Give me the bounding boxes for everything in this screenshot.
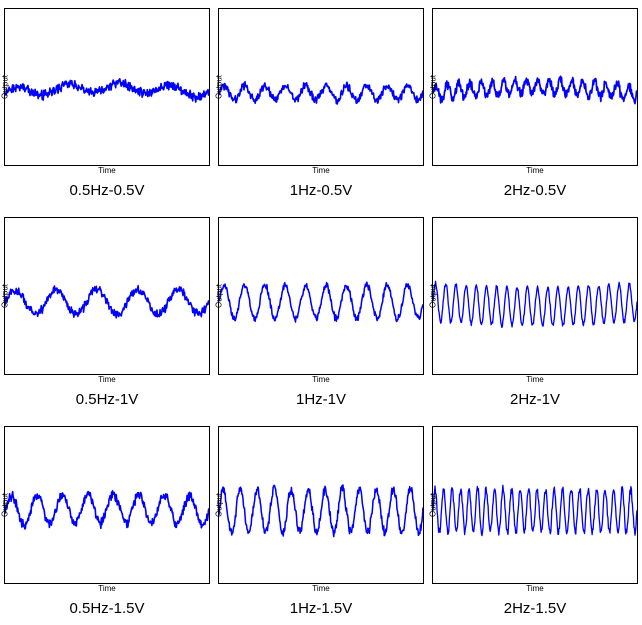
y-axis-label: Output: [215, 75, 224, 99]
y-axis-label: Output: [1, 493, 10, 517]
chart-caption: 2Hz-1V: [510, 391, 560, 408]
waveform-line: [5, 491, 209, 529]
x-axis-label: Time: [526, 166, 543, 175]
chart-panel: Output Time: [432, 426, 638, 584]
waveform-chart: [433, 218, 637, 374]
waveform-line: [433, 76, 637, 103]
chart-panel: Output Time: [218, 217, 424, 375]
y-axis-label: Output: [215, 493, 224, 517]
chart-panel: Output Time: [4, 426, 210, 584]
waveform-line: [219, 485, 423, 536]
x-axis-label: Time: [526, 375, 543, 384]
waveform-chart: [433, 427, 637, 583]
x-axis-label: Time: [98, 584, 115, 593]
waveform-chart: [5, 9, 209, 165]
chart-cell-3: Output Time 0.5Hz-1V: [4, 217, 210, 408]
waveform-chart: [219, 427, 423, 583]
waveform-chart: [433, 9, 637, 165]
chart-cell-1: Output Time 1Hz-0.5V: [218, 8, 424, 199]
chart-cell-5: Output Time 2Hz-1V: [432, 217, 638, 408]
chart-panel: Output Time: [4, 217, 210, 375]
waveform-line: [5, 79, 209, 102]
waveform-line: [433, 281, 637, 327]
y-axis-label: Output: [215, 284, 224, 308]
chart-caption: 1Hz-0.5V: [290, 182, 353, 199]
x-axis-label: Time: [312, 166, 329, 175]
chart-cell-2: Output Time 2Hz-0.5V: [432, 8, 638, 199]
chart-cell-6: Output Time 0.5Hz-1.5V: [4, 426, 210, 617]
chart-panel: Output Time: [432, 8, 638, 166]
chart-cell-0: Output Time 0.5Hz-0.5V: [4, 8, 210, 199]
chart-grid: Output Time 0.5Hz-0.5V Output Time 1Hz-0…: [4, 8, 638, 617]
x-axis-label: Time: [312, 584, 329, 593]
waveform-line: [5, 286, 209, 318]
waveform-chart: [5, 218, 209, 374]
waveform-line: [219, 82, 423, 104]
x-axis-label: Time: [98, 166, 115, 175]
chart-caption: 0.5Hz-0.5V: [69, 182, 144, 199]
chart-panel: Output Time: [4, 8, 210, 166]
chart-panel: Output Time: [218, 426, 424, 584]
chart-cell-4: Output Time 1Hz-1V: [218, 217, 424, 408]
waveform-line: [433, 485, 637, 535]
y-axis-label: Output: [429, 75, 438, 99]
x-axis-label: Time: [312, 375, 329, 384]
chart-panel: Output Time: [218, 8, 424, 166]
chart-caption: 0.5Hz-1.5V: [69, 600, 144, 617]
waveform-line: [219, 282, 423, 322]
y-axis-label: Output: [1, 75, 10, 99]
y-axis-label: Output: [1, 284, 10, 308]
chart-caption: 1Hz-1.5V: [290, 600, 353, 617]
waveform-chart: [219, 9, 423, 165]
chart-caption: 0.5Hz-1V: [76, 391, 139, 408]
chart-caption: 2Hz-0.5V: [504, 182, 567, 199]
y-axis-label: Output: [429, 493, 438, 517]
chart-panel: Output Time: [432, 217, 638, 375]
x-axis-label: Time: [526, 584, 543, 593]
chart-cell-8: Output Time 2Hz-1.5V: [432, 426, 638, 617]
chart-caption: 1Hz-1V: [296, 391, 346, 408]
x-axis-label: Time: [98, 375, 115, 384]
chart-caption: 2Hz-1.5V: [504, 600, 567, 617]
chart-cell-7: Output Time 1Hz-1.5V: [218, 426, 424, 617]
y-axis-label: Output: [429, 284, 438, 308]
waveform-chart: [5, 427, 209, 583]
waveform-chart: [219, 218, 423, 374]
